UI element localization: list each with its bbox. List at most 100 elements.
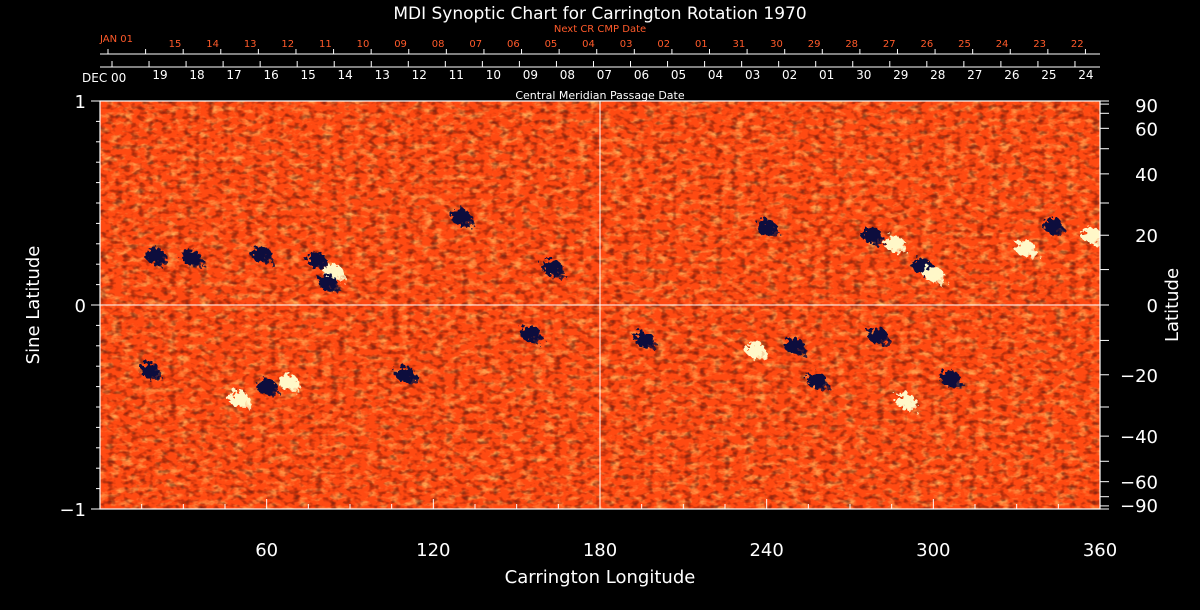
next-cr-date: 09	[394, 39, 407, 50]
active-region-negative	[145, 248, 168, 267]
top-axis-date: 11	[449, 68, 464, 82]
top-axis-date: 25	[1041, 68, 1056, 82]
y-right-tick-label: −60	[1120, 473, 1158, 494]
next-cr-date: 02	[657, 39, 670, 50]
top-axis-date: 01	[819, 68, 834, 82]
y-right-tick-label: 20	[1135, 226, 1158, 247]
top-axis-date: 06	[634, 68, 649, 82]
active-region-negative	[806, 372, 829, 391]
top-axis-date: 15	[301, 68, 316, 82]
y-right-tick-label: −90	[1120, 496, 1158, 517]
next-cr-date: 26	[921, 39, 934, 50]
active-region-positive	[1081, 227, 1100, 246]
top-axis-date: 02	[782, 68, 797, 82]
top-axis-date: 26	[1004, 68, 1019, 82]
top-axis-date: 13	[375, 68, 390, 82]
next-cr-date: 08	[432, 39, 445, 50]
next-cr-date: 23	[1033, 39, 1046, 50]
next-cr-date: 27	[883, 39, 896, 50]
top-axis-date: 19	[152, 68, 167, 82]
next-cr-date: 31	[733, 39, 746, 50]
y-axis-label-left: Sine Latitude	[23, 246, 44, 365]
x-tick-label: 120	[416, 540, 450, 561]
x-axis-label: Carrington Longitude	[505, 567, 696, 588]
next-cr-date: 28	[845, 39, 858, 50]
x-tick-label: 180	[583, 540, 617, 561]
next-cr-date: 12	[281, 39, 294, 50]
y-right-tick-label: 90	[1135, 96, 1158, 117]
active-region-negative	[256, 378, 279, 397]
top-axis-date: 09	[523, 68, 538, 82]
y-right-tick-label: 0	[1147, 296, 1158, 317]
next-cr-date: 11	[319, 39, 332, 50]
next-cr-date: 01	[695, 39, 708, 50]
next-cr-date: 04	[582, 39, 595, 50]
next-cr-date: 05	[545, 39, 558, 50]
next-cr-date: 06	[507, 39, 520, 50]
top-axis-date: 04	[708, 68, 723, 82]
next-cr-date: 13	[244, 39, 257, 50]
next-cr-date: 10	[357, 39, 370, 50]
active-region-negative	[867, 327, 890, 346]
next-cr-label: Next CR CMP Date	[554, 24, 646, 35]
active-region-negative	[634, 331, 657, 350]
plot-area	[99, 100, 1101, 510]
active-region-negative	[1042, 217, 1065, 236]
active-region-positive	[923, 266, 946, 285]
active-region-positive	[745, 341, 768, 360]
active-region-negative	[756, 219, 779, 238]
active-region-positive	[1015, 239, 1037, 258]
top-axis-date: 14	[338, 68, 353, 82]
active-region-negative	[940, 370, 962, 389]
x-tick-label: 360	[1083, 540, 1117, 561]
x-tick-label: 240	[749, 540, 783, 561]
next-cr-date: 14	[206, 39, 219, 50]
active-region-negative	[251, 246, 274, 264]
active-region-negative	[862, 227, 885, 246]
top-axis-date: 29	[893, 68, 908, 82]
top-axis-date: 24	[1078, 68, 1093, 82]
axis-ticks	[91, 49, 1109, 510]
active-region-negative	[784, 337, 807, 356]
top-axis-date: 05	[671, 68, 686, 82]
x-tick-label: 60	[255, 540, 278, 561]
top-axis-date: 16	[263, 68, 278, 82]
active-region-negative	[542, 260, 565, 279]
top-axis-date: 07	[597, 68, 612, 82]
top-axis-date: 18	[189, 68, 204, 82]
active-region-negative	[306, 252, 329, 271]
axis-tick-labels: 60 120 180 240 300 36010−1906040200−20−40−60−…	[59, 39, 1158, 561]
top-axis-date: 08	[560, 68, 575, 82]
x-tick-label: 300	[916, 540, 950, 561]
active-region-negative	[181, 250, 204, 269]
top-axis-label: Central Meridian Passage Date	[515, 89, 684, 102]
next-cr-date: 03	[620, 39, 633, 50]
next-cr-date: 07	[469, 39, 482, 50]
y-left-tick-label: 1	[75, 92, 86, 113]
active-region-positive	[228, 390, 251, 409]
active-region-positive	[895, 392, 918, 411]
active-region-negative	[140, 362, 162, 381]
y-right-tick-label: 40	[1135, 165, 1158, 186]
active-region-negative	[395, 366, 418, 385]
next-cr-date: 25	[958, 39, 971, 50]
active-regions	[140, 209, 1100, 411]
active-region-negative	[451, 209, 474, 228]
next-cr-date: 22	[1071, 39, 1084, 50]
active-region-positive	[278, 374, 301, 393]
active-region-negative	[520, 325, 543, 344]
top-axis-date: 27	[967, 68, 982, 82]
top-axis-date: 30	[856, 68, 871, 82]
y-axis-label-right: Latitude	[1162, 268, 1183, 342]
next-cr-date: 15	[169, 39, 182, 50]
next-cr-start: JAN 01	[99, 34, 133, 45]
top-axis-date: 28	[930, 68, 945, 82]
next-cr-date: 30	[770, 39, 783, 50]
top-axis-date: 03	[745, 68, 760, 82]
top-axis-date: 12	[412, 68, 427, 82]
y-right-tick-label: 60	[1135, 119, 1158, 140]
active-region-positive	[884, 235, 907, 254]
y-left-tick-label: 0	[75, 296, 86, 317]
y-left-tick-label: −1	[59, 500, 86, 521]
